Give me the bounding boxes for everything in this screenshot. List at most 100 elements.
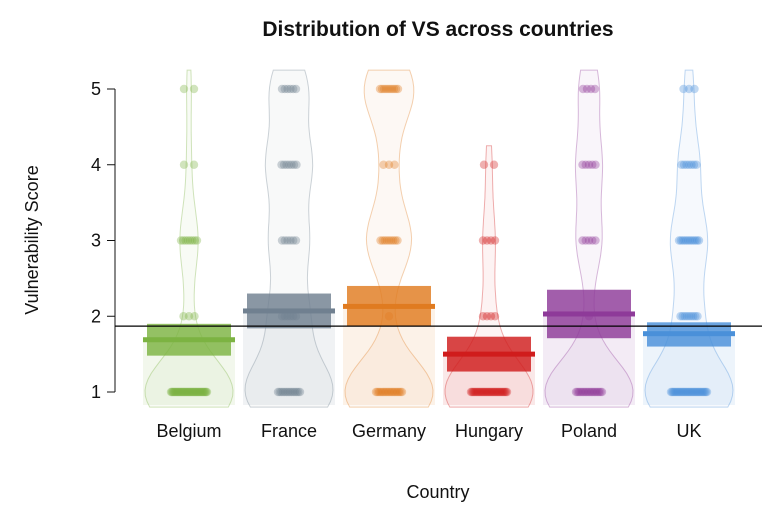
data-point: [697, 387, 707, 397]
data-point: [178, 387, 188, 397]
data-point: [289, 160, 299, 169]
data-point: [482, 387, 492, 397]
data-point: [169, 387, 178, 397]
data-point: [289, 236, 298, 245]
data-point: [590, 387, 599, 397]
data-point: [280, 84, 289, 94]
x-tick-label: Germany: [352, 421, 426, 441]
data-point: [574, 387, 584, 397]
data-point: [490, 236, 500, 245]
data-point: [696, 387, 705, 397]
data-point: [176, 236, 186, 245]
data-point: [181, 387, 190, 397]
data-point: [674, 387, 683, 397]
data-point: [168, 387, 178, 397]
data-point: [279, 160, 289, 169]
data-point: [189, 387, 199, 397]
data-point: [693, 312, 702, 321]
data-point: [396, 387, 405, 397]
data-point: [166, 387, 176, 397]
data-point: [591, 236, 600, 245]
data-point: [673, 387, 682, 397]
x-tick-label: UK: [676, 421, 701, 441]
pirate-group: Belgium: [143, 69, 235, 441]
data-point: [682, 236, 691, 245]
data-point: [291, 236, 301, 245]
data-point: [702, 387, 712, 397]
data-point: [678, 236, 687, 245]
data-point: [389, 84, 399, 94]
data-point: [495, 387, 504, 397]
data-point: [285, 387, 295, 397]
data-point: [691, 312, 700, 321]
x-axis-label: Country: [406, 482, 469, 502]
data-point: [482, 236, 492, 245]
data-point: [183, 387, 192, 397]
data-point: [587, 387, 596, 397]
y-tick-label: 4: [91, 155, 101, 175]
data-point: [480, 387, 489, 397]
data-point: [176, 387, 185, 397]
data-point: [195, 387, 204, 397]
data-point: [179, 312, 188, 321]
data-point: [486, 236, 496, 245]
data-point: [188, 387, 197, 397]
data-point: [684, 160, 694, 169]
data-point: [183, 236, 193, 245]
data-point: [184, 387, 193, 397]
data-point: [397, 387, 407, 397]
data-point: [591, 387, 601, 397]
data-point: [492, 387, 502, 397]
data-point: [497, 387, 507, 397]
data-point: [394, 387, 404, 397]
data-point: [668, 387, 677, 397]
data-point: [597, 387, 607, 397]
data-point: [699, 387, 708, 397]
data-point: [277, 236, 287, 245]
data-point: [374, 387, 384, 397]
data-point: [682, 387, 692, 397]
data-point: [295, 387, 305, 397]
data-point: [202, 387, 212, 397]
data-point: [577, 387, 587, 397]
data-point: [393, 387, 402, 397]
data-point: [479, 160, 489, 169]
data-point: [278, 387, 288, 397]
data-point: [684, 84, 694, 94]
data-point: [679, 160, 689, 169]
data-point: [377, 84, 387, 94]
mean-line: [343, 303, 435, 309]
y-tick-label: 1: [91, 382, 101, 402]
y-tick-label: 5: [91, 79, 101, 99]
data-point: [171, 387, 180, 397]
y-axis-label: Vulnerability Score: [22, 165, 42, 314]
data-point: [469, 387, 478, 397]
data-point: [384, 160, 394, 169]
data-point: [386, 236, 396, 245]
data-point: [384, 236, 394, 245]
data-point: [391, 387, 401, 397]
data-point: [678, 312, 687, 321]
y-tick-label: 2: [91, 306, 101, 326]
data-point: [687, 236, 696, 245]
pirate-group: Poland: [543, 69, 635, 441]
mean-line: [143, 337, 235, 343]
data-point: [478, 236, 488, 245]
data-point: [489, 387, 498, 397]
data-point: [273, 387, 283, 397]
data-point: [478, 312, 488, 321]
data-point: [176, 387, 186, 397]
mean-line: [543, 311, 635, 317]
data-point: [283, 387, 293, 397]
data-point: [391, 84, 401, 94]
data-point: [580, 387, 590, 397]
chart-title: Distribution of VS across countries: [262, 18, 613, 41]
data-point: [684, 312, 694, 321]
data-point: [283, 236, 292, 245]
data-point: [701, 387, 710, 397]
data-point: [286, 84, 295, 94]
data-point: [584, 387, 593, 397]
data-point: [590, 84, 600, 94]
data-point: [591, 160, 600, 169]
data-point: [500, 387, 509, 397]
